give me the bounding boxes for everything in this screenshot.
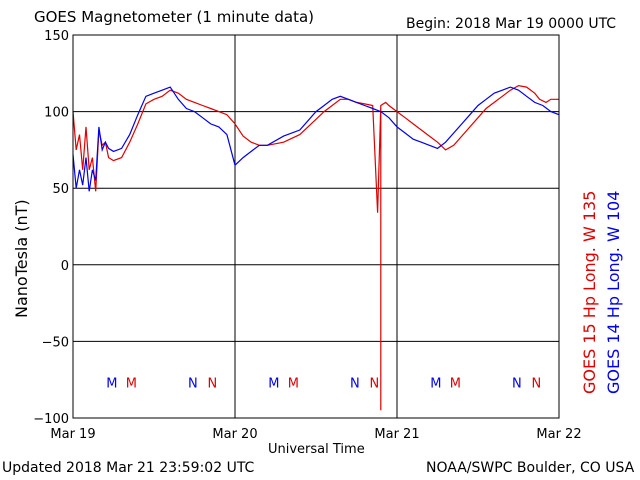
satellite-marker: M: [268, 376, 279, 391]
y-tick-label: 100: [44, 106, 69, 121]
satellite-marker: N: [512, 376, 522, 391]
satellite-marker: M: [450, 376, 461, 391]
x-tick-label: Mar 22: [536, 427, 581, 442]
satellite-marker: M: [288, 376, 299, 391]
y-tick-label: 0: [61, 259, 69, 274]
y-tick-labels: −100 −50 0 50 100 150: [33, 29, 69, 427]
satellite-marker: N: [207, 376, 217, 391]
y-tick-label: 50: [52, 182, 69, 197]
grid-lines: [73, 34, 559, 419]
satellite-marker: N: [188, 376, 198, 391]
series-goes15-line: [72, 84, 559, 411]
series-goes14-line: [72, 86, 560, 192]
satellite-marker: N: [369, 376, 379, 391]
begin-time: Begin: 2018 Mar 19 0000 UTC: [406, 16, 617, 32]
chart-title: GOES Magnetometer (1 minute data): [34, 8, 315, 26]
y-axis-label: NanoTesla (nT): [12, 199, 31, 318]
satellite-marker: M: [430, 376, 441, 391]
credit-text: NOAA/SWPC Boulder, CO USA: [426, 460, 635, 476]
y-tick-label: −50: [42, 335, 69, 350]
x-tick-label: Mar 21: [374, 427, 419, 442]
x-axis-label: Universal Time: [268, 442, 365, 457]
x-tick-labels: Mar 19 Mar 20 Mar 21 Mar 22: [50, 427, 581, 442]
legend-goes14: GOES 14 Hp Long. W 104: [604, 190, 623, 394]
x-tick-label: Mar 19: [50, 427, 95, 442]
updated-time: Updated 2018 Mar 21 23:59:02 UTC: [2, 460, 255, 476]
y-tick-label: −100: [33, 412, 69, 427]
satellite-marker: N: [350, 376, 360, 391]
plot-frame: [72, 34, 560, 419]
y-tick-label: 150: [44, 29, 69, 44]
satellite-marker: M: [126, 376, 137, 391]
series-lines: [72, 84, 560, 411]
x-tick-label: Mar 20: [212, 427, 257, 442]
satellite-marker: M: [106, 376, 117, 391]
satellite-marker: N: [531, 376, 541, 391]
legend-goes15: GOES 15 Hp Long. W 135: [580, 190, 599, 394]
